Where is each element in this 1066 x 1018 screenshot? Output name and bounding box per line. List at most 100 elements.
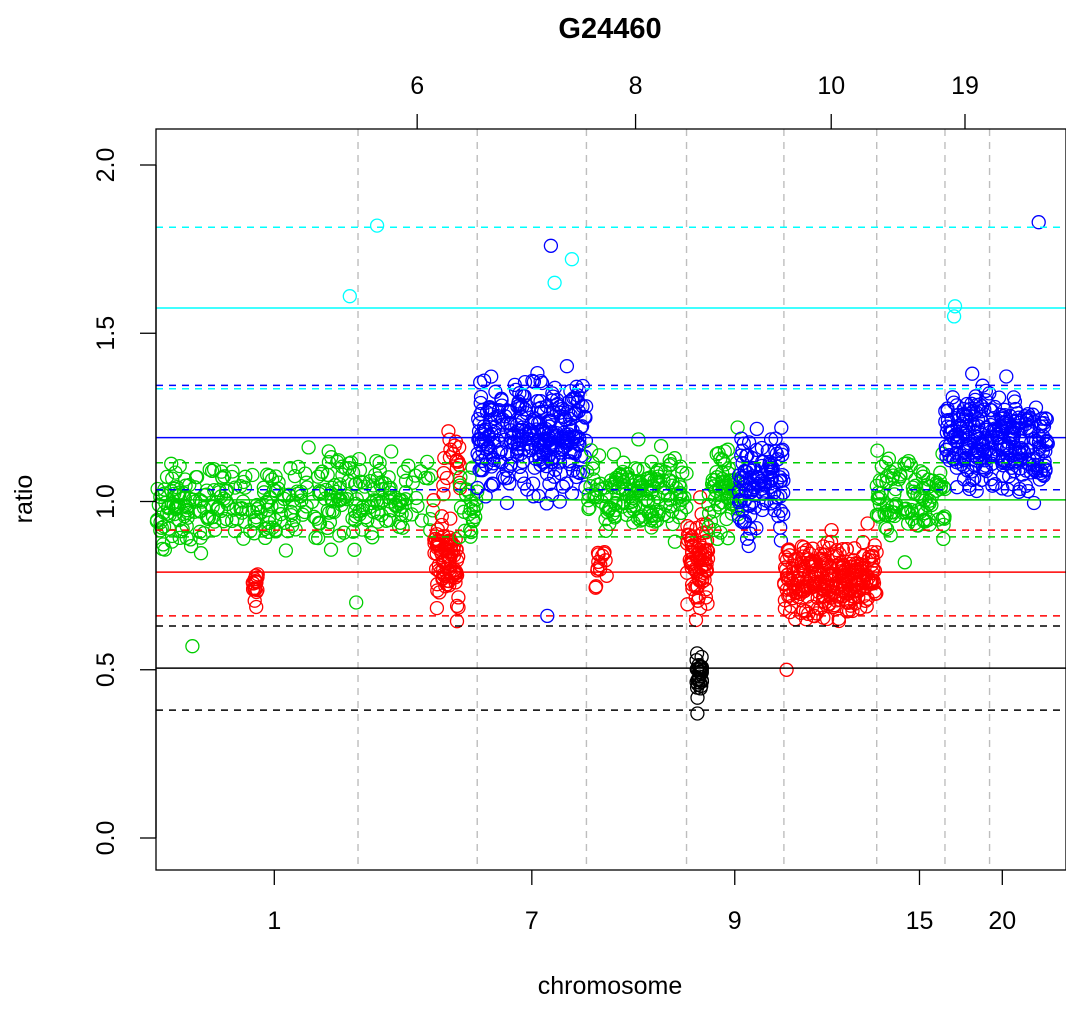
data-point-961	[673, 480, 688, 495]
x-axis-top: 6 8 10 19	[410, 72, 979, 129]
data-point-805	[473, 438, 488, 453]
data-point-1274	[735, 443, 750, 458]
data-point-758	[513, 397, 528, 412]
data-point-1276	[776, 473, 791, 488]
data-point-1672	[933, 479, 949, 494]
data-point-944	[582, 500, 597, 515]
data-point-495	[462, 506, 477, 522]
data-point-497	[452, 478, 468, 493]
data-point-1109	[694, 660, 710, 675]
data-point-289	[315, 464, 330, 479]
data-point-1056	[692, 600, 708, 616]
data-point-468	[445, 446, 461, 461]
data-point-1691	[871, 491, 886, 507]
data-point-962	[661, 473, 677, 488]
data-point-484	[465, 460, 480, 475]
data-point-1557	[831, 611, 846, 626]
data-point-721	[485, 403, 500, 418]
data-point-287	[287, 500, 302, 515]
data-point-109	[156, 505, 172, 520]
data-point-1646	[897, 555, 912, 570]
data-point-1982	[957, 443, 972, 458]
data-point-1997	[342, 289, 357, 304]
data-point-350	[317, 491, 333, 506]
data-point-1167	[720, 442, 735, 457]
reference-lines	[156, 226, 1066, 711]
data-point-1878	[962, 478, 977, 493]
data-point-1291	[734, 514, 749, 529]
data-point-1566	[849, 577, 864, 592]
data-point-722	[494, 393, 509, 408]
data-point-1684	[886, 468, 901, 483]
data-point-1664	[936, 531, 951, 547]
data-point-978	[621, 470, 636, 485]
data-point-467	[443, 442, 458, 457]
data-point-67	[193, 546, 209, 561]
data-point-1034	[700, 596, 715, 611]
data-point-1985	[959, 419, 974, 434]
data-point-1961	[968, 404, 984, 420]
data-point-602	[530, 365, 545, 381]
data-point-1234	[756, 496, 772, 511]
data-point-679	[533, 373, 548, 389]
data-point-1871	[982, 386, 997, 401]
data-point-1552	[793, 566, 808, 581]
data-point-362	[368, 467, 383, 483]
data-point-148	[241, 502, 257, 517]
data-point-789	[570, 394, 586, 409]
data-point-295	[366, 478, 381, 493]
data-point-1110	[693, 659, 708, 674]
data-point-1146	[720, 531, 736, 546]
data-point-1533	[794, 539, 810, 554]
data-point-791	[528, 451, 544, 467]
data-point-1993	[1031, 215, 1046, 230]
data-point-87	[156, 519, 172, 534]
data-point-775	[503, 423, 519, 438]
data-point-286	[273, 507, 289, 522]
data-point-1524	[796, 603, 811, 618]
data-point-126	[196, 500, 212, 515]
data-point-986	[641, 506, 656, 521]
x-axis-label: chromosome	[538, 972, 683, 1000]
data-point-976	[616, 474, 631, 489]
data-point-925	[587, 489, 603, 504]
data-point-231	[405, 475, 420, 490]
data-point-1609	[870, 443, 885, 458]
data-point-418	[430, 583, 445, 598]
data-point-964	[631, 432, 646, 447]
data-point-764	[503, 456, 519, 471]
data-point-1210	[731, 510, 747, 525]
data-point-352	[357, 479, 373, 494]
data-point-1528	[843, 559, 858, 574]
data-point-795	[473, 389, 489, 405]
data-point-412	[432, 585, 447, 600]
data-point-811	[496, 469, 511, 484]
data-point-1865	[1028, 400, 1044, 415]
data-point-2001	[690, 706, 705, 721]
data-point-1284	[762, 456, 778, 472]
data-point-754	[485, 476, 500, 491]
data-point-151	[247, 516, 262, 531]
data-point-1476	[869, 545, 884, 560]
data-point-999	[588, 580, 603, 595]
data-point-96	[183, 538, 199, 554]
data-point-2004	[349, 595, 364, 610]
data-point-746	[550, 396, 565, 412]
data-point-745	[562, 419, 578, 435]
data-point-983	[607, 510, 622, 525]
data-point-348	[362, 500, 377, 515]
data-point-1679	[915, 469, 931, 484]
data-point-2003	[540, 608, 555, 624]
data-point-1295	[751, 478, 767, 493]
data-point-1687	[884, 508, 899, 523]
data-point-1178	[717, 480, 732, 496]
data-point-77	[227, 480, 243, 495]
data-point-1766	[965, 366, 980, 381]
data-point-102	[164, 496, 180, 512]
data-point-1676	[893, 467, 908, 482]
data-point-236	[347, 504, 363, 519]
data-point-94	[192, 524, 208, 539]
data-point-265	[345, 465, 361, 480]
data-point-1078	[692, 545, 707, 560]
data-point-274	[408, 490, 424, 506]
